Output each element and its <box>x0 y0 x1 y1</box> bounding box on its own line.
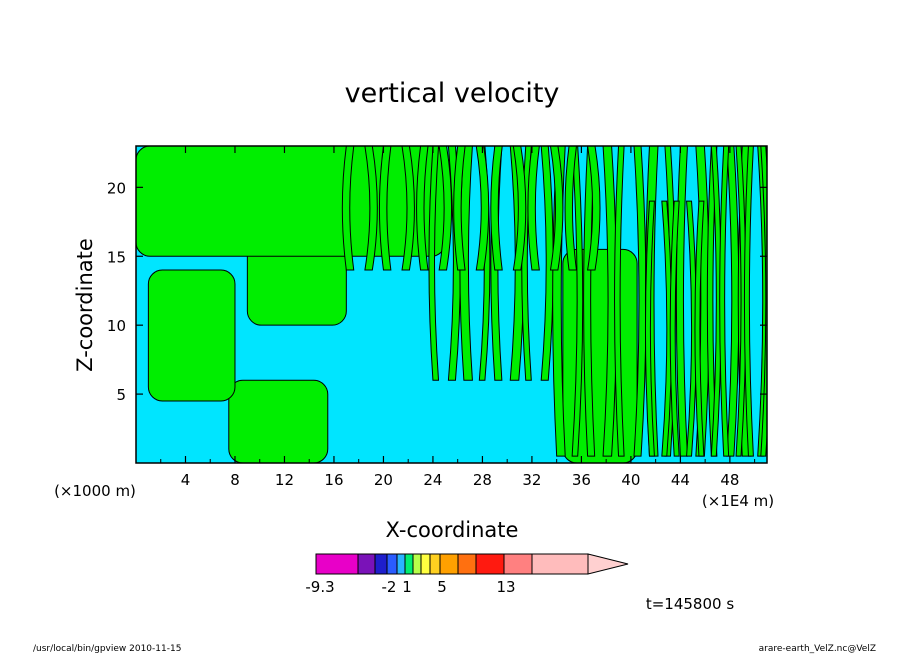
contour-band <box>475 146 490 271</box>
colorbar-arrow <box>587 553 629 575</box>
x-units-label: (×1000 m) <box>54 482 136 500</box>
colorbar-label: 1 <box>402 578 412 596</box>
contour-band <box>401 146 415 271</box>
x-tick-label: 32 <box>522 471 541 489</box>
y-tick-label: 15 <box>107 248 126 266</box>
colorbar-swatch <box>315 553 359 575</box>
contour-band <box>428 146 440 381</box>
colorbar-swatch <box>374 553 388 575</box>
contour-band <box>760 146 767 457</box>
colorbar-swatch <box>457 553 477 575</box>
colorbar-label: -2 <box>382 578 397 596</box>
contour-band <box>438 146 453 271</box>
colorbar-swatch <box>475 553 505 575</box>
x-tick-label: 36 <box>572 471 591 489</box>
x-tick-label: 28 <box>473 471 492 489</box>
x-axis-label: X-coordinate <box>386 518 519 542</box>
colorbar-label: -9.3 <box>305 578 334 596</box>
x-tick-label: 12 <box>275 471 294 489</box>
footer-right: arare-earth_VelZ.nc@VelZ <box>759 644 876 654</box>
colorbar-label: 5 <box>437 578 447 596</box>
contour-band <box>726 146 740 457</box>
x-ticks: 4 8 12 16 20 24 28 32 36 40 44 48 <box>160 146 756 489</box>
colorbar-swatch <box>420 553 431 575</box>
contour-region-green-plume-left <box>147 269 236 402</box>
colorbar-swatch <box>404 553 414 575</box>
contour-band <box>378 146 392 271</box>
colorbar-swatch <box>412 553 422 575</box>
contour-band <box>743 146 754 457</box>
footer-left: /usr/local/bin/gpview 2010-11-15 <box>33 644 181 654</box>
y-tick-label: 5 <box>116 386 126 404</box>
y-tick-label: 10 <box>107 317 126 335</box>
x-scale-label: (×1E4 m) <box>702 492 774 510</box>
colorbar-labels: -9.3 -2 1 5 13 <box>305 578 515 596</box>
y-ticks: 5 10 15 20 <box>107 179 767 404</box>
contour-band <box>719 146 730 457</box>
x-tick-label: 48 <box>720 471 739 489</box>
x-tick-label: 4 <box>181 471 191 489</box>
contour-band <box>512 146 527 271</box>
x-tick-label: 8 <box>230 471 240 489</box>
contour-band <box>564 146 578 271</box>
x-tick-label: 44 <box>671 471 690 489</box>
contour-region-green-block-left-low <box>228 379 329 463</box>
y-tick-label: 20 <box>107 179 126 197</box>
colorbar-swatch <box>531 553 589 575</box>
contour-band <box>706 146 718 457</box>
x-tick-label: 16 <box>324 471 343 489</box>
colorbar-swatch <box>386 553 398 575</box>
contour-band <box>633 146 647 457</box>
contour-region-green-band-upper <box>136 146 446 257</box>
colorbar-swatch <box>357 553 376 575</box>
colorbar <box>315 553 629 575</box>
contour-band <box>341 146 355 271</box>
contour-regions <box>136 146 767 463</box>
colorbar-swatch <box>503 553 533 575</box>
contour-band <box>364 146 378 271</box>
contour-band <box>669 200 680 457</box>
contour-band <box>416 146 429 271</box>
time-label: t=145800 s <box>646 595 734 613</box>
contour-band <box>644 200 655 457</box>
x-tick-label: 40 <box>621 471 640 489</box>
contour-band <box>571 146 584 457</box>
contour-band <box>587 146 601 271</box>
contour-band <box>527 146 540 271</box>
x-tick-label: 20 <box>374 471 393 489</box>
colorbar-swatch <box>439 553 459 575</box>
colorbar-swatch <box>396 553 406 575</box>
contour-band <box>540 146 554 381</box>
contour-band <box>549 146 564 271</box>
chart-title: vertical velocity <box>345 78 560 109</box>
x-tick-label: 24 <box>423 471 442 489</box>
contour-band <box>694 200 705 457</box>
contour-band <box>490 146 503 271</box>
contour-band <box>453 146 466 271</box>
y-axis-label: Z-coordinate <box>73 238 97 372</box>
colorbar-label: 13 <box>496 578 515 596</box>
contour-band <box>614 146 625 457</box>
plot-frame <box>135 145 768 464</box>
colorbar-swatch <box>429 553 441 575</box>
